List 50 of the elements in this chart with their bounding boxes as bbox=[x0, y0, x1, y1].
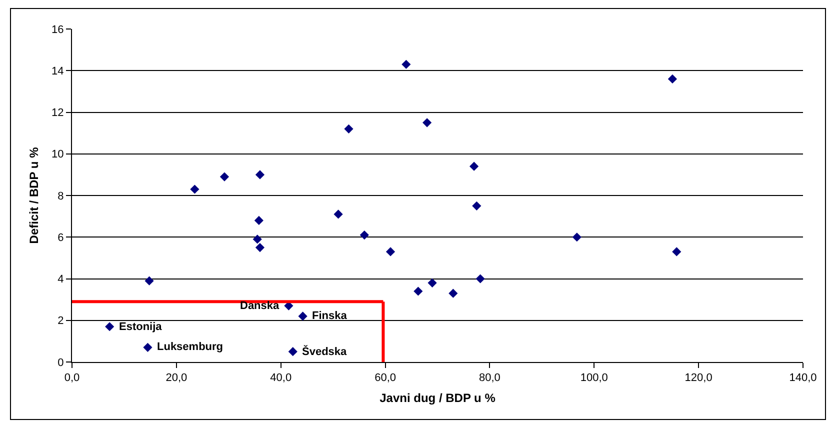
point bbox=[470, 162, 479, 171]
y-tick-label: 16 bbox=[52, 24, 64, 36]
x-tick-label: 100,0 bbox=[580, 372, 608, 384]
point bbox=[288, 347, 298, 356]
y-axis-title: Deficit / BDP u % bbox=[26, 146, 41, 244]
point bbox=[360, 230, 369, 240]
x-tick-label: 20,0 bbox=[166, 372, 188, 384]
point bbox=[144, 276, 154, 286]
point bbox=[672, 247, 682, 256]
point bbox=[386, 247, 396, 256]
point bbox=[255, 242, 265, 252]
x-tick-label: 140,0 bbox=[789, 372, 817, 384]
annotation: Estonija bbox=[119, 321, 163, 333]
y-tick-label: 2 bbox=[58, 315, 64, 328]
point bbox=[448, 288, 458, 298]
point bbox=[668, 74, 678, 84]
point bbox=[254, 216, 264, 226]
annotation: Danska bbox=[240, 300, 280, 312]
point bbox=[428, 278, 437, 288]
y-tick-label: 0 bbox=[58, 356, 64, 369]
y-tick-label: 4 bbox=[58, 274, 64, 286]
x-tick-label: 0,0 bbox=[64, 372, 80, 384]
y-tick-label: 12 bbox=[52, 107, 64, 120]
x-tick-label: 60,0 bbox=[374, 372, 396, 384]
x-tick-label: 40,0 bbox=[270, 372, 292, 384]
y-tick-label: 10 bbox=[52, 148, 64, 161]
y-tick-label: 14 bbox=[52, 65, 64, 78]
point bbox=[414, 286, 423, 296]
x-axis-title: Javni dug / BDP u % bbox=[380, 391, 496, 406]
y-tick-label: 6 bbox=[58, 232, 64, 244]
x-tick-label: 120,0 bbox=[684, 372, 712, 384]
point bbox=[252, 234, 262, 244]
annotation: Luksemburg bbox=[157, 341, 224, 353]
point bbox=[402, 60, 411, 69]
point bbox=[190, 184, 200, 194]
point bbox=[298, 312, 308, 321]
point bbox=[143, 342, 152, 352]
x-tick-label: 80,0 bbox=[479, 372, 500, 384]
annotation: Finska bbox=[312, 310, 348, 322]
point bbox=[255, 170, 265, 180]
point bbox=[334, 210, 343, 219]
point bbox=[472, 201, 482, 210]
point bbox=[220, 172, 230, 182]
point bbox=[344, 124, 354, 134]
y-tick-label: 8 bbox=[58, 190, 64, 202]
point bbox=[572, 232, 582, 242]
annotation: Švedska bbox=[302, 345, 348, 358]
point bbox=[105, 322, 114, 332]
point bbox=[476, 274, 485, 284]
point bbox=[422, 118, 432, 128]
